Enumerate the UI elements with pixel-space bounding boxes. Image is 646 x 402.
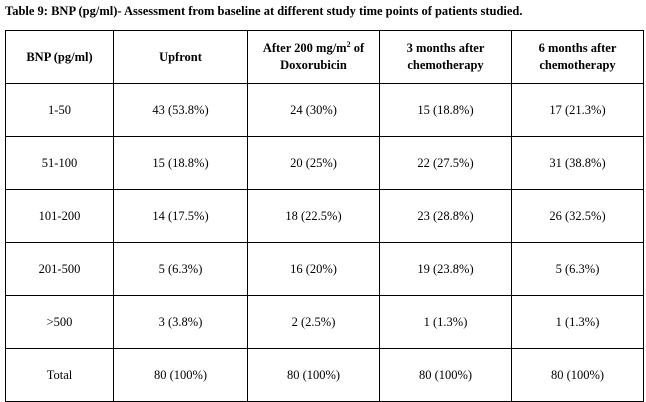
table-row: 101-200 14 (17.5%) 18 (22.5%) 23 (28.8%)… (5, 189, 644, 243)
caption-label: Table 9: BNP (pg/ml)- (5, 4, 122, 18)
table-cell: 20 (25%) (247, 136, 380, 190)
table-cell: 51-100 (5, 136, 114, 190)
header-after-doxorubicin: After 200 mg/m2 of Doxorubicin (247, 30, 380, 84)
table-cell: 15 (18.8%) (113, 136, 248, 190)
table-cell: 14 (17.5%) (113, 189, 248, 243)
table-cell: 16 (20%) (247, 242, 380, 296)
header-bnp: BNP (pg/ml) (5, 30, 114, 84)
table-row-total: Total 80 (100%) 80 (100%) 80 (100%) 80 (… (5, 348, 644, 402)
table-cell: Total (5, 348, 114, 402)
table-cell: 80 (100%) (511, 348, 644, 402)
caption-text: Assessment from baseline at different st… (121, 4, 523, 18)
table-caption: Table 9: BNP (pg/ml)- Assessment from ba… (5, 4, 523, 19)
table-cell: 23 (28.8%) (379, 189, 512, 243)
header-6-months: 6 months after chemotherapy (511, 30, 644, 84)
table-cell: 1 (1.3%) (511, 295, 644, 349)
bnp-table: BNP (pg/ml) Upfront After 200 mg/m2 of Do… (5, 30, 644, 402)
table-row: 1-50 43 (53.8%) 24 (30%) 15 (18.8%) 17 (… (5, 83, 644, 137)
table-cell: 31 (38.8%) (511, 136, 644, 190)
table-cell: 26 (32.5%) (511, 189, 644, 243)
header-3-months: 3 months after chemotherapy (379, 30, 512, 84)
table-cell: 101-200 (5, 189, 114, 243)
table-cell: 19 (23.8%) (379, 242, 512, 296)
table-cell: 80 (100%) (113, 348, 248, 402)
table-cell: 22 (27.5%) (379, 136, 512, 190)
table-cell: 24 (30%) (247, 83, 380, 137)
table-cell: 80 (100%) (379, 348, 512, 402)
table-cell: 5 (6.3%) (511, 242, 644, 296)
table-cell: 18 (22.5%) (247, 189, 380, 243)
table-cell: 80 (100%) (247, 348, 380, 402)
table-cell: 1-50 (5, 83, 114, 137)
table-cell: 43 (53.8%) (113, 83, 248, 137)
table-row: 201-500 5 (6.3%) 16 (20%) 19 (23.8%) 5 (… (5, 242, 644, 296)
table-row: 51-100 15 (18.8%) 20 (25%) 22 (27.5%) 31… (5, 136, 644, 190)
table-cell: 2 (2.5%) (247, 295, 380, 349)
table-cell: 5 (6.3%) (113, 242, 248, 296)
table-cell: >500 (5, 295, 114, 349)
table-row: >500 3 (3.8%) 2 (2.5%) 1 (1.3%) 1 (1.3%) (5, 295, 644, 349)
table-cell: 15 (18.8%) (379, 83, 512, 137)
table-cell: 17 (21.3%) (511, 83, 644, 137)
header-row: BNP (pg/ml) Upfront After 200 mg/m2 of Do… (5, 30, 644, 84)
table-cell: 1 (1.3%) (379, 295, 512, 349)
table-cell: 3 (3.8%) (113, 295, 248, 349)
table-cell: 201-500 (5, 242, 114, 296)
header-upfront: Upfront (113, 30, 248, 84)
